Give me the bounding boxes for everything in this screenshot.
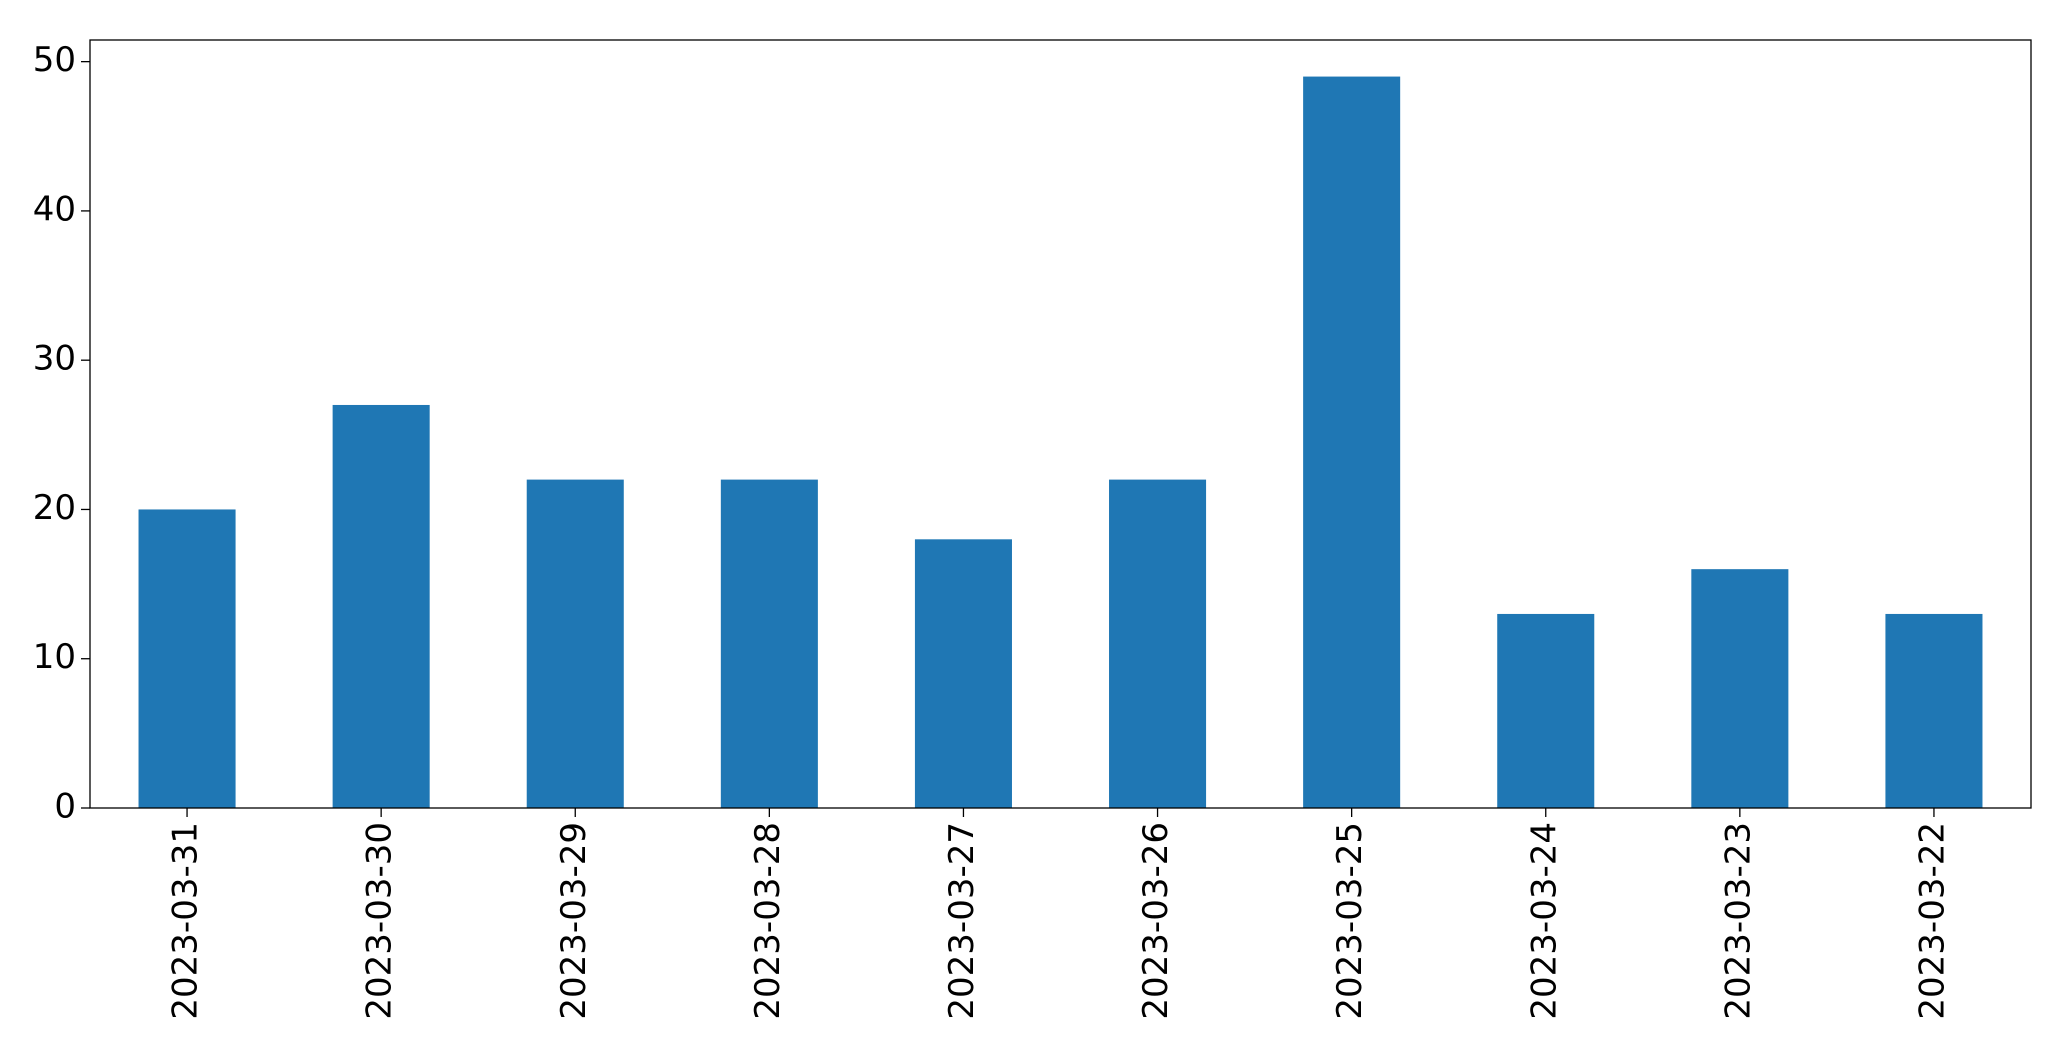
bar: [1691, 569, 1789, 808]
y-tick-label: 20: [33, 488, 76, 528]
bar: [1497, 613, 1595, 808]
bar: [332, 404, 430, 808]
x-tick-label: 2023-03-29: [554, 822, 594, 1020]
x-tick-label: 2023-03-30: [360, 822, 400, 1020]
bar: [914, 539, 1012, 808]
x-tick-label: 2023-03-31: [166, 822, 206, 1020]
plot-frame: [89, 39, 2032, 809]
x-tick-label: 2023-03-27: [942, 822, 982, 1020]
y-tick-label: 10: [33, 637, 76, 677]
x-tick-label: 2023-03-22: [1912, 822, 1952, 1020]
y-tick-label: 50: [33, 40, 76, 80]
bar: [1885, 613, 1983, 808]
y-tick-label: 0: [54, 787, 76, 827]
y-tick-label: 40: [33, 189, 76, 229]
x-tick-label: 2023-03-28: [748, 822, 788, 1020]
bar: [720, 479, 818, 808]
x-tick-label: 2023-03-23: [1718, 822, 1758, 1020]
x-tick-label: 2023-03-24: [1524, 822, 1564, 1020]
x-tick-label: 2023-03-26: [1136, 822, 1176, 1020]
y-tick-label: 30: [33, 339, 76, 379]
bar: [1109, 479, 1207, 808]
bar: [526, 479, 624, 808]
x-tick-label: 2023-03-25: [1330, 822, 1370, 1020]
bar: [138, 509, 236, 808]
bar: [1303, 76, 1401, 809]
